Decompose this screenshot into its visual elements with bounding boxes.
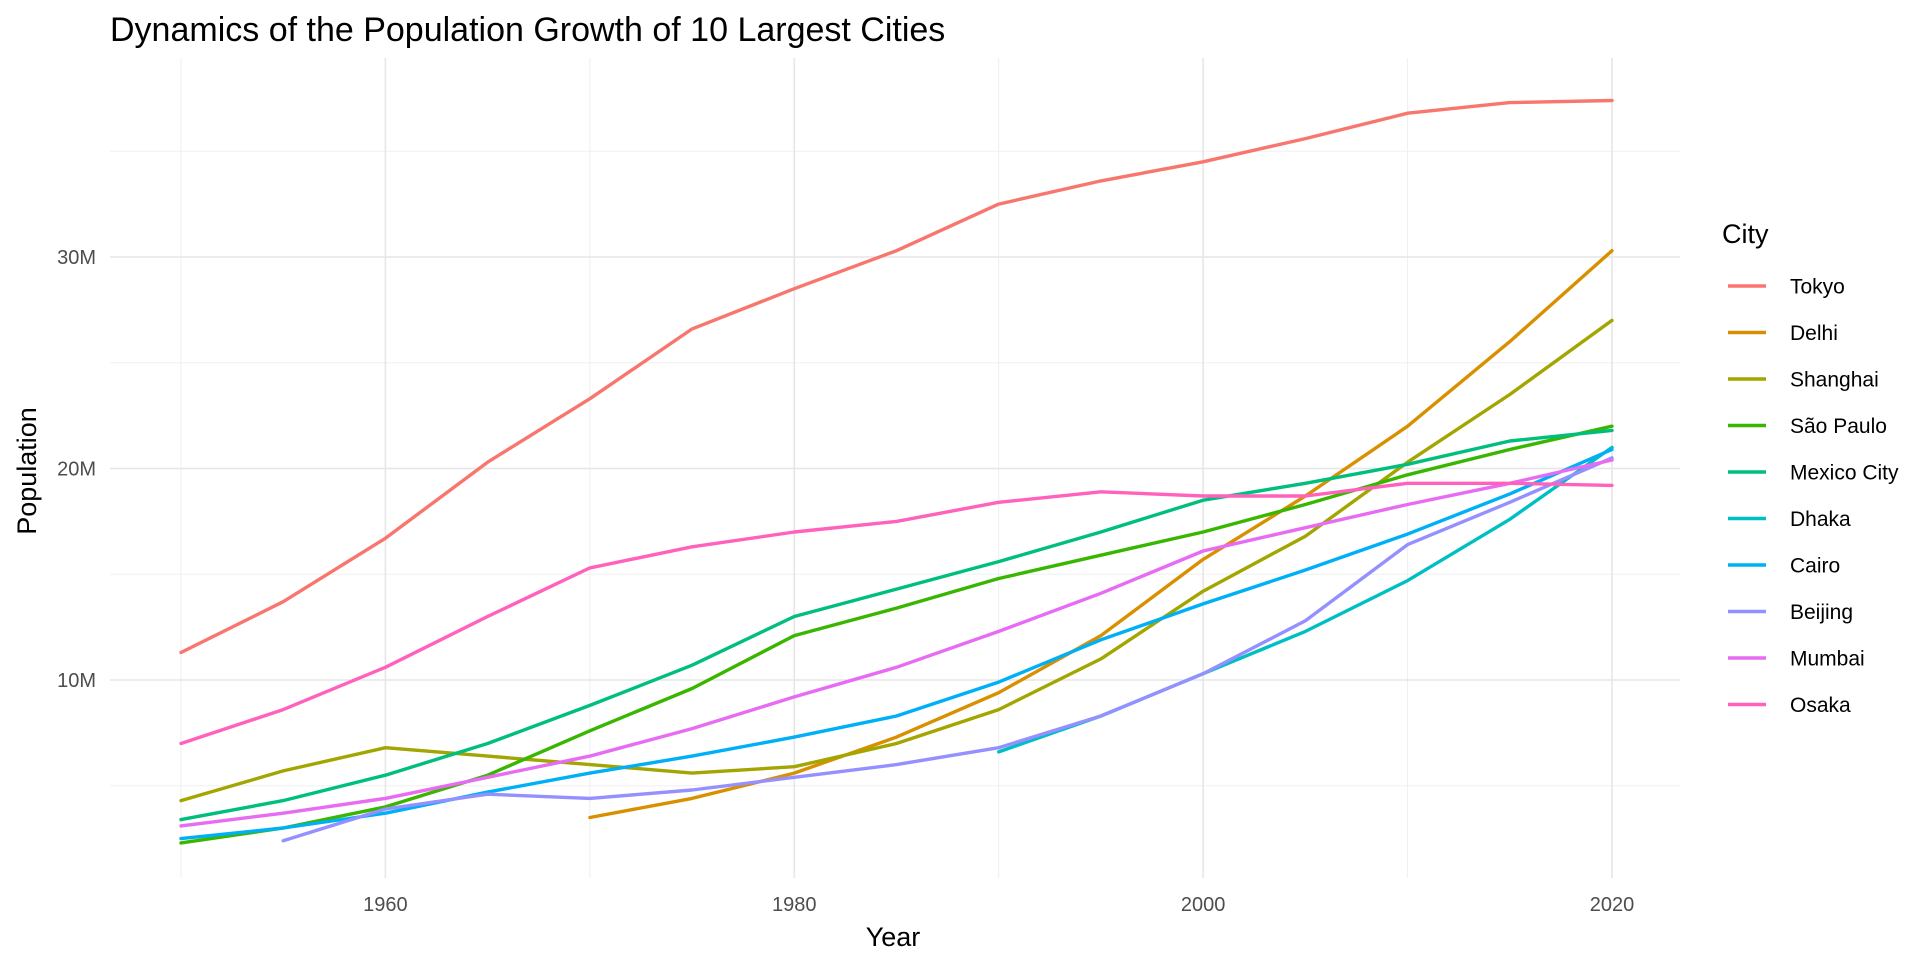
legend-label-cairo: Cairo <box>1790 555 1840 578</box>
y-tick-label: 10M <box>57 670 96 692</box>
legend-label-mexico-city: Mexico City <box>1790 462 1899 485</box>
series-line-mexico-city <box>179 428 1614 822</box>
x-tick-label: 2000 <box>1181 894 1226 916</box>
legend-label-mumbai: Mumbai <box>1790 648 1865 671</box>
x-tick-label: 1980 <box>772 894 817 916</box>
x-tick-label: 2020 <box>1590 894 1635 916</box>
series-line-delhi <box>588 249 1614 820</box>
legend-label-s-o-paulo: São Paulo <box>1790 415 1887 438</box>
series-line-cairo <box>179 447 1614 841</box>
y-axis-ticks: 10M 20M 30M <box>57 247 96 692</box>
legend-label-beijing: Beijing <box>1790 601 1853 624</box>
legend-label-tokyo: Tokyo <box>1790 276 1845 299</box>
legend-label-osaka: Osaka <box>1790 694 1851 717</box>
x-tick-label: 1960 <box>363 894 408 916</box>
x-axis-ticks: 1960 1980 2000 2020 <box>363 894 1634 916</box>
y-tick-label: 30M <box>57 247 96 269</box>
legend-label-dhaka: Dhaka <box>1790 508 1851 531</box>
legend-title: City <box>1722 219 1769 249</box>
x-axis-title: Year <box>866 922 921 952</box>
series-line-shanghai <box>179 318 1614 803</box>
series-line-tokyo <box>179 98 1614 655</box>
series-line-s-o-paulo <box>179 424 1614 845</box>
y-tick-label: 20M <box>57 459 96 481</box>
series-line-osaka <box>179 481 1614 746</box>
series-line-beijing <box>281 456 1614 843</box>
legend-label-shanghai: Shanghai <box>1790 369 1879 392</box>
y-axis-title: Population <box>12 407 42 535</box>
legend: City Tokyo Delhi Shanghai São Paulo Mexico C… <box>1722 219 1899 717</box>
legend-label-delhi: Delhi <box>1790 322 1838 345</box>
grid-lines <box>110 58 1680 878</box>
chart-title: Dynamics of the Population Growth of 10 … <box>110 11 945 49</box>
series-line-mumbai <box>179 458 1614 828</box>
series-lines <box>179 98 1614 845</box>
